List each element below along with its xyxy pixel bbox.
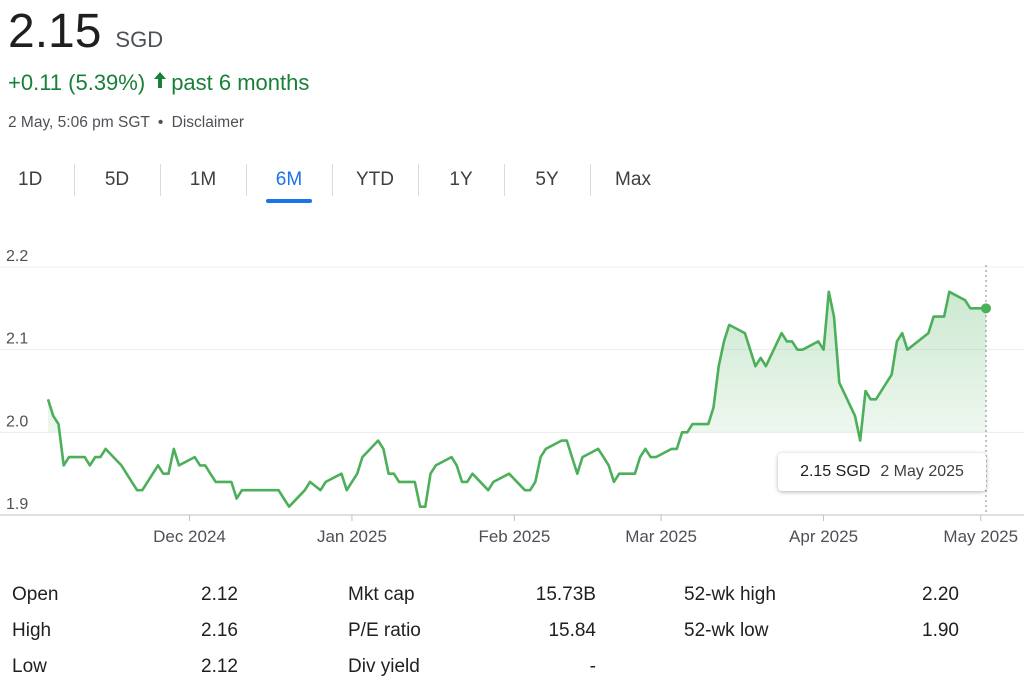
tab-5d[interactable]: 5D bbox=[74, 160, 160, 200]
tooltip-date: 2 May 2025 bbox=[880, 463, 964, 480]
key-stats: Open 2.12 High 2.16 Low 2.12 Mkt cap 15.73B P/E … bbox=[0, 576, 1024, 686]
stat-value: 1.90 bbox=[922, 620, 959, 641]
stat-label: Open bbox=[12, 584, 59, 605]
x-tick-label: Dec 2024 bbox=[153, 527, 226, 546]
currency-code: SGD bbox=[115, 27, 164, 52]
chart-tooltip: 2.15 SGD 2 May 2025 bbox=[778, 453, 986, 491]
tab-6m[interactable]: 6M bbox=[246, 160, 332, 203]
x-tick-label: Mar 2025 bbox=[625, 527, 697, 546]
tab-1d[interactable]: 1D bbox=[18, 169, 43, 190]
stat-value: 2.16 bbox=[201, 620, 238, 641]
change-value: +0.11 (5.39%) bbox=[8, 70, 146, 95]
tab-5y[interactable]: 5Y bbox=[504, 160, 590, 200]
quote-timestamp: 2 May, 5:06 pm SGT bbox=[8, 114, 150, 131]
y-tick-label: 1.9 bbox=[6, 496, 28, 513]
current-price: 2.15 bbox=[8, 5, 102, 58]
tooltip-price: 2.15 SGD bbox=[800, 463, 871, 480]
stat-label: 52-wk high bbox=[684, 584, 776, 605]
price-change: +0.11 (5.39%) past 6 months bbox=[8, 70, 309, 96]
stat-label: Low bbox=[12, 656, 47, 677]
area-fill bbox=[48, 291, 986, 433]
x-tick-label: Feb 2025 bbox=[478, 527, 550, 546]
stat-label: 52-wk low bbox=[684, 620, 769, 641]
stat-value: 2.20 bbox=[922, 584, 959, 605]
quote-meta: 2 May, 5:06 pm SGT • Disclaimer bbox=[8, 114, 244, 132]
tab-1m[interactable]: 1M bbox=[160, 160, 246, 200]
stat-label: P/E ratio bbox=[348, 620, 421, 641]
stat-value: 15.73B bbox=[535, 584, 596, 605]
x-tick-label: Apr 2025 bbox=[789, 527, 858, 546]
stat-value: - bbox=[589, 656, 596, 677]
y-tick-label: 2.1 bbox=[6, 331, 28, 348]
stat-label: Div yield bbox=[348, 656, 420, 677]
stat-label: High bbox=[12, 620, 52, 641]
price-line bbox=[46, 290, 986, 508]
price-chart[interactable]: 1.9 2.0 2.1 2.2 Dec 2024 Jan 2025 Feb 2025 Mar … bbox=[0, 240, 1024, 560]
tab-ytd[interactable]: YTD bbox=[332, 160, 418, 200]
stat-value: 15.84 bbox=[548, 620, 596, 641]
x-tick-label: Jan 2025 bbox=[317, 527, 387, 546]
x-tick-label: May 2025 bbox=[943, 527, 1018, 546]
stat-value: 2.12 bbox=[201, 584, 238, 605]
range-tabs: 1D 5D 1M 6M YTD 1Y 5Y Max bbox=[0, 160, 676, 204]
price-header: 2.15 SGD bbox=[8, 4, 163, 60]
arrow-up-icon bbox=[153, 71, 167, 95]
tab-max[interactable]: Max bbox=[590, 160, 676, 200]
disclaimer-link[interactable]: Disclaimer bbox=[171, 114, 244, 131]
y-tick-label: 2.2 bbox=[6, 248, 28, 265]
last-price-point bbox=[981, 303, 991, 314]
stat-label: Mkt cap bbox=[348, 584, 415, 605]
change-period: past 6 months bbox=[171, 70, 310, 95]
tab-1y[interactable]: 1Y bbox=[418, 160, 504, 200]
meta-separator: • bbox=[157, 114, 164, 131]
y-tick-label: 2.0 bbox=[6, 413, 28, 430]
stat-value: 2.12 bbox=[201, 656, 238, 677]
